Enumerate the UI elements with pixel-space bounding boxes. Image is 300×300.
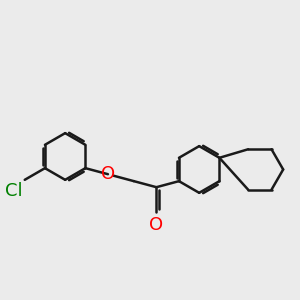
Text: O: O — [149, 216, 164, 234]
Text: Cl: Cl — [4, 182, 22, 200]
Text: O: O — [101, 165, 115, 183]
